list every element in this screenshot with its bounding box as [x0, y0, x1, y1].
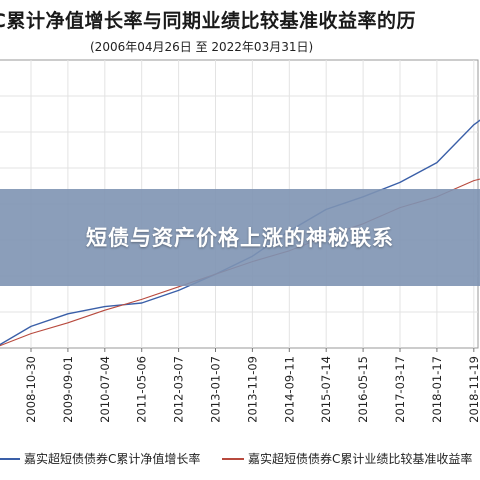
headline-banner: 短债与资产价格上涨的神秘联系: [0, 189, 480, 286]
legend-item-benchmark: 嘉实超短债债券C累计业绩比较基准收益率: [222, 450, 472, 467]
x-tick-label: 2013-01-07: [209, 356, 223, 423]
x-tick-label: 2009-09-01: [61, 356, 75, 423]
legend-label-benchmark: 嘉实超短债债券C累计业绩比较基准收益率: [248, 452, 473, 466]
x-tick-label: 2011-05-06: [135, 356, 149, 423]
chart-title: C累计净值增长率与同期业绩比较基准收益率的历: [0, 10, 416, 32]
legend-item-nav-growth: 嘉实超短债债券C累计净值增长率: [0, 450, 200, 467]
x-tick-label: 2018-01-17: [430, 356, 444, 423]
chart-subtitle: (2006年04月26日 至 2022年03月31日): [90, 40, 314, 54]
legend-label-nav-growth: 嘉实超短债债券C累计净值增长率: [24, 452, 201, 466]
chart-legend: 嘉实超短债债券C累计净值增长率 嘉实超短债债券C累计业绩比较基准收益率: [0, 444, 480, 470]
legend-swatch-blue: [0, 457, 20, 460]
x-tick-label: 2010-07-04: [98, 356, 112, 423]
x-tick-label: 2018-11-19: [467, 356, 480, 423]
legend-swatch-red: [222, 457, 244, 460]
x-tick-label: 2015-07-14: [319, 356, 333, 423]
x-tick-label: 2012-03-07: [172, 356, 186, 423]
headline-text: 短债与资产价格上涨的神秘联系: [86, 225, 394, 250]
x-tick-label: 2008-10-30: [24, 356, 38, 423]
x-tick-label: 2017-03-17: [393, 356, 407, 423]
x-tick-label: 2016-05-15: [356, 356, 370, 423]
x-tick-label: 2014-09-11: [282, 356, 296, 423]
x-tick-label: 2013-11-09: [245, 356, 259, 423]
